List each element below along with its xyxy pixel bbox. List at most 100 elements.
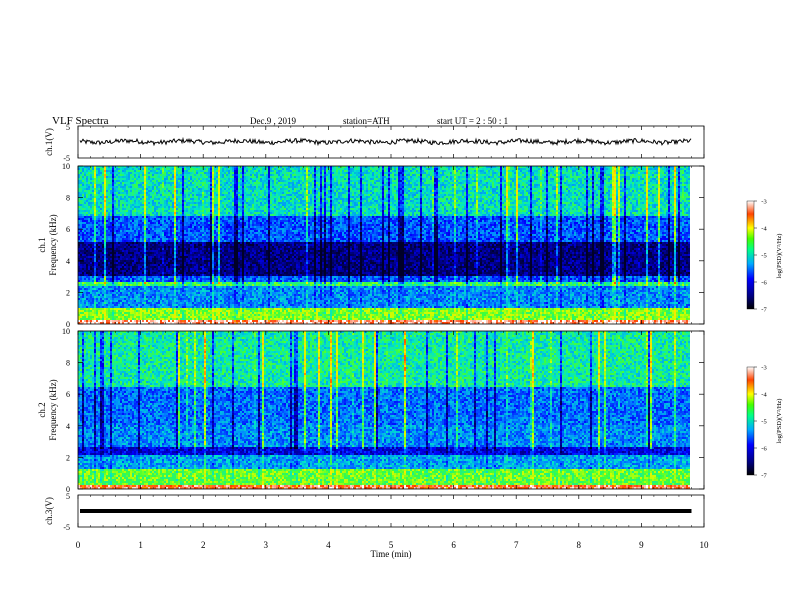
ch1-spectrogram-cell bbox=[228, 170, 230, 172]
ch1-spectrogram-cell bbox=[654, 168, 656, 170]
ch1-spectrogram-cell bbox=[538, 168, 540, 170]
ch1-spectrogram-cell bbox=[168, 168, 170, 170]
ch1-spectrogram-cell bbox=[374, 168, 376, 170]
ch1-spectrogram-cell bbox=[234, 168, 236, 170]
ch1-spectrogram-cell bbox=[108, 170, 110, 172]
ch1-spectrogram-cell bbox=[206, 170, 208, 172]
ch1-spectrogram-cell bbox=[608, 168, 610, 170]
ch1-spectrogram-cell bbox=[562, 168, 564, 170]
ch1-spectrogram-cell bbox=[638, 168, 640, 170]
ch1-spectrogram-cell bbox=[288, 168, 290, 170]
ch1-spectrogram-cell bbox=[116, 168, 118, 170]
ch1-spectrogram-cell bbox=[344, 168, 346, 170]
ch1-spectrogram-cell bbox=[304, 168, 306, 170]
ch1-spectrogram-cell bbox=[658, 168, 660, 170]
ch1-spectrogram-cell bbox=[142, 170, 144, 172]
ch1-spectrogram-cell bbox=[496, 168, 498, 170]
ch1-spectrogram-cell bbox=[108, 168, 110, 170]
ch1-spectrogram-cell bbox=[112, 170, 114, 172]
ch1-spectrogram-cell bbox=[224, 170, 226, 172]
ch1-spectrogram-cell bbox=[224, 168, 226, 170]
ch1-spectrogram-cell bbox=[158, 168, 160, 170]
ch1-spectrogram-cell bbox=[150, 170, 152, 172]
ch1-spectrogram-cell bbox=[294, 168, 296, 170]
ch1-spectrogram-cell bbox=[584, 168, 586, 170]
ch1-spectrogram-cell bbox=[668, 168, 670, 170]
ch1-spectrogram-cell bbox=[566, 168, 568, 170]
ch1-spectrogram-cell bbox=[254, 170, 256, 172]
ch1-spectrogram-cell bbox=[96, 168, 98, 170]
ch1-spectrogram-cell bbox=[84, 168, 86, 170]
vlf-spectra-figure: VLF Spectra Dec.9 , 2019 station=ATH sta… bbox=[0, 0, 792, 612]
ch1-spectrogram-cell bbox=[582, 168, 584, 170]
ch1-spectrogram-cell bbox=[580, 168, 582, 170]
ch1-spectrogram-cell bbox=[336, 168, 338, 170]
ch1-spectrogram-cell bbox=[204, 168, 206, 170]
ch1-spectrogram-cell bbox=[604, 168, 606, 170]
ch1-spectrogram-cell bbox=[264, 170, 266, 172]
ch1-spectrogram-cell bbox=[272, 170, 274, 172]
ch1-spectrogram-cell bbox=[400, 168, 402, 170]
ch1-spectrogram-cell bbox=[96, 170, 98, 172]
ch1-spectrogram-cell bbox=[222, 168, 224, 170]
ch1-spectrogram-cell bbox=[300, 168, 302, 170]
ch1-spectrogram-cell bbox=[148, 170, 150, 172]
ch1-spectrogram-cell bbox=[510, 168, 512, 170]
ch1-spectrogram-cell bbox=[352, 168, 354, 170]
ch1-spectrogram-cell bbox=[266, 170, 268, 172]
ch1-spectrogram-cell bbox=[130, 170, 132, 172]
ch1-spectrogram-cell bbox=[428, 168, 430, 170]
ch1-spectrogram-cell bbox=[458, 168, 460, 170]
ch1-spectrogram-cell bbox=[588, 168, 590, 170]
ch1-spectrogram-cell bbox=[438, 168, 440, 170]
ch1-spectrogram-cell bbox=[202, 170, 204, 172]
ch1-spectrogram-cell bbox=[522, 168, 524, 170]
ch1-spectrogram-cell bbox=[244, 170, 246, 172]
ch1-spectrogram-cell bbox=[348, 168, 350, 170]
ch1-spectrogram-cell bbox=[564, 168, 566, 170]
ch1-spectrogram-cell bbox=[242, 170, 244, 172]
ch1-spectrogram-cell bbox=[282, 168, 284, 170]
ch1-spectrogram-cell bbox=[244, 168, 246, 170]
ch1-spectrogram-cell bbox=[236, 168, 238, 170]
ch1-spectrogram-cell bbox=[116, 170, 118, 172]
ch1-spectrogram-cell bbox=[154, 168, 156, 170]
ch1-spectrogram-cell bbox=[282, 170, 284, 172]
ch1-spectrogram-cell bbox=[148, 168, 150, 170]
ch1-spectrogram-cell bbox=[260, 168, 262, 170]
ch1-spectrogram-cell bbox=[606, 168, 608, 170]
ch1-spectrogram-cell bbox=[136, 168, 138, 170]
ch1-spectrogram-cell bbox=[432, 168, 434, 170]
ch1-spectrogram-cell bbox=[106, 170, 108, 172]
ch1-spectrogram-cell bbox=[188, 168, 190, 170]
ch1-spectrogram-cell bbox=[280, 168, 282, 170]
ch1-waveform-trace bbox=[80, 139, 691, 145]
ch1-spectrogram-cell bbox=[462, 168, 464, 170]
ch1-spectrogram-cell bbox=[240, 170, 242, 172]
ch1-spectrogram-cell bbox=[320, 168, 322, 170]
ch1-spectrogram-cell bbox=[686, 168, 688, 170]
ch1-spectrogram-cell bbox=[524, 168, 526, 170]
ch1-spectrogram-cell bbox=[480, 168, 482, 170]
ch1-spectrogram-cell bbox=[228, 168, 230, 170]
ch1-spectrogram-cell bbox=[288, 170, 290, 172]
ch1-spectrogram-cell bbox=[144, 168, 146, 170]
ch1-spectrogram-cell bbox=[324, 168, 326, 170]
ch1-spectrogram-cell bbox=[426, 168, 428, 170]
ch1-spectrogram-cell bbox=[134, 170, 136, 172]
ch1-spectrogram-cell bbox=[118, 168, 120, 170]
ch1-spectrogram-cell bbox=[120, 168, 122, 170]
ch1-spectrogram-cell bbox=[100, 168, 102, 170]
ch1-spectrogram-cell bbox=[656, 168, 658, 170]
ch1-spectrogram-cell bbox=[382, 168, 384, 170]
ch1-spectrogram-cell bbox=[218, 168, 220, 170]
ch1-spectrogram-cell bbox=[412, 168, 414, 170]
ch1-spectrogram-cell bbox=[188, 170, 190, 172]
ch1-spectrogram-cell bbox=[664, 168, 666, 170]
ch1-spectrogram-cell bbox=[200, 170, 202, 172]
ch1-spectrogram-cell bbox=[618, 168, 620, 170]
ch1-spectrogram-cell bbox=[466, 168, 468, 170]
ch1-spectrogram-cell bbox=[98, 170, 100, 172]
ch1-spectrogram-cell bbox=[550, 168, 552, 170]
ch1-spectrogram-cell bbox=[404, 168, 406, 170]
